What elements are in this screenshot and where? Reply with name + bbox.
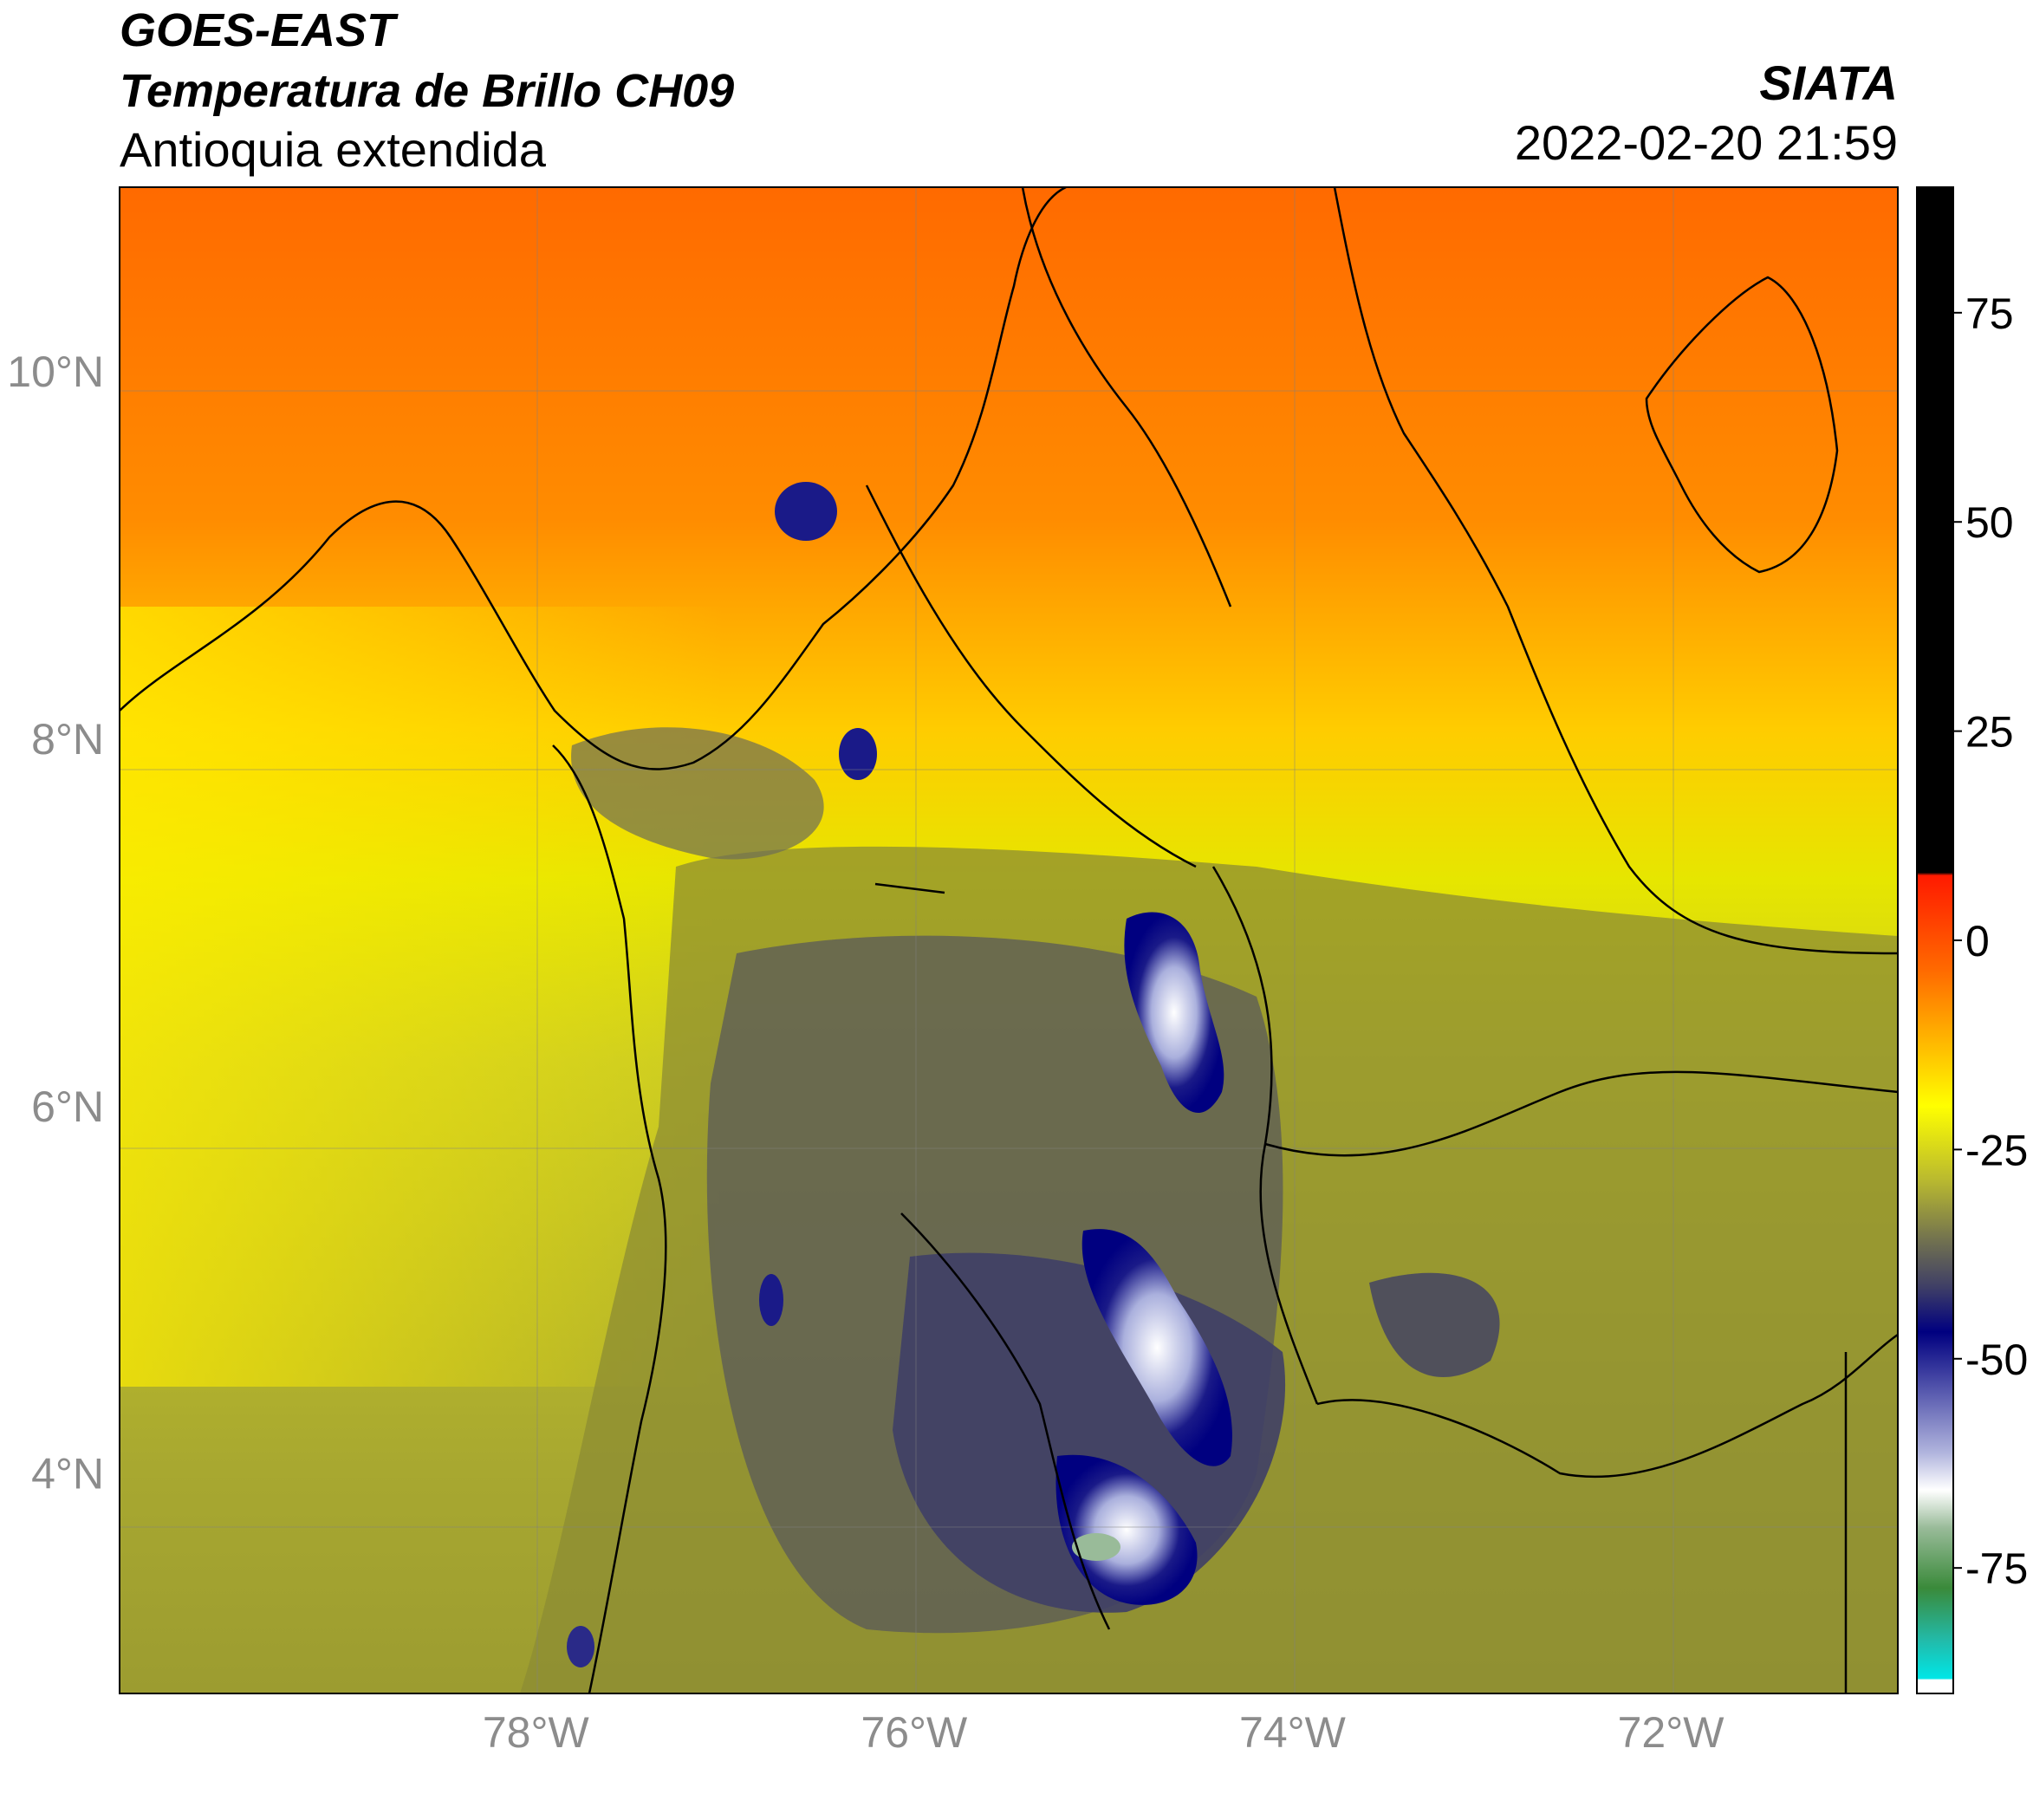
colorbar-gradient [1916,186,1954,1694]
coastlines-and-borders [120,187,1898,1693]
region-subtitle: Antioquia extendida [120,122,546,177]
colorbar-ticks: 75 50 25 0 -25 -50 -75 [1953,289,2028,1593]
colorbar-tick-label: 25 [1965,708,2014,757]
lon-tick-label: 76°W [861,1708,968,1757]
lon-tick-label: 74°W [1239,1708,1347,1757]
lon-tick-label: 78°W [483,1708,590,1757]
product-title: Temperatura de Brillo CH09 [120,65,735,117]
lat-tick-label: 6°N [31,1082,104,1131]
longitude-ticks: 78°W 76°W 74°W 72°W [483,1708,1724,1757]
satellite-name: GOES-EAST [120,4,396,56]
agency-label: SIATA [1759,55,1898,110]
title-block: GOES-EAST Temperatura de Brillo CH09 Ant… [120,0,734,179]
lon-tick-label: 72°W [1618,1708,1725,1757]
lat-tick-label: 10°N [7,348,104,396]
colorbar-tick-label: 75 [1965,289,2014,338]
source-block: SIATA 2022-02-20 21:59 [1515,52,1898,172]
colorbar-tick-label: 50 [1965,498,2014,547]
latitude-ticks: 10°N 8°N 6°N 4°N [7,348,104,1498]
map-frame [119,186,1899,1694]
colorbar-tick-label: 0 [1965,917,1990,965]
graticule [120,187,1898,1693]
colorbar: 75 50 25 0 -25 -50 -75 [1916,186,2028,1694]
colorbar-tick-label: -25 [1965,1126,2028,1174]
lat-tick-label: 4°N [31,1450,104,1498]
brightness-temperature-field [120,187,1898,1693]
lat-tick-label: 8°N [31,715,104,764]
colorbar-tick-label: -50 [1965,1336,2028,1384]
colorbar-tick-label: -75 [1965,1544,2028,1593]
timestamp-label: 2022-02-20 21:59 [1514,115,1898,170]
